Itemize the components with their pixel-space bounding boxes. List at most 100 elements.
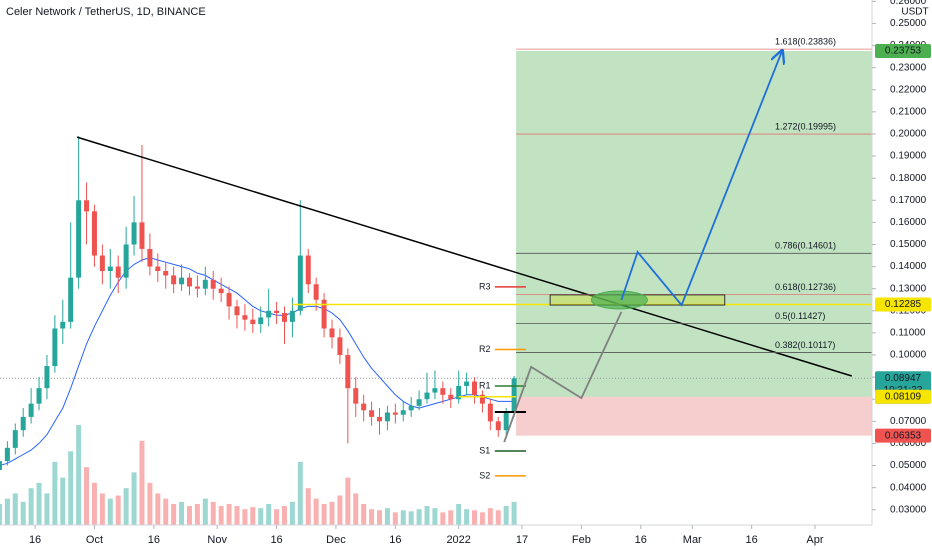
volume-bar (432, 508, 438, 525)
price-badge-label: 0.23753 (885, 46, 922, 57)
y-tick-label: 0.21000 (890, 106, 927, 117)
volume-bar (171, 503, 177, 525)
y-tick-label: 0.26000 (890, 0, 927, 7)
volume-bar (369, 509, 375, 525)
candle-body (155, 266, 161, 272)
volume-bar (76, 425, 82, 525)
fib-label: 0.5(0.11427) (775, 311, 825, 321)
volume-bar (20, 501, 26, 525)
x-tick-label: Apr (806, 534, 823, 546)
volume-bar (115, 495, 121, 525)
candle-body (313, 284, 319, 300)
price-badge-label: 0.08109 (885, 391, 922, 402)
candle-body (131, 222, 137, 245)
volume-bar (163, 498, 169, 525)
price-badge (875, 297, 931, 312)
candle-body (194, 286, 200, 289)
x-tick-label: 16 (389, 534, 401, 546)
candle-body (60, 321, 66, 329)
candle-body (266, 310, 272, 318)
price-badge (875, 43, 931, 58)
x-tick-label: Nov (207, 534, 227, 546)
candle-body (99, 255, 105, 272)
candle-body (202, 279, 208, 289)
fib-label: 0.786(0.14601) (775, 241, 836, 251)
volume-bar (131, 472, 137, 525)
candle-body (511, 378, 517, 413)
y-tick-label: 0.22000 (890, 84, 927, 95)
y-tick-label: 0.03000 (890, 504, 927, 515)
candle-body (171, 275, 177, 285)
volume-bar (44, 493, 50, 525)
candle-body (487, 403, 493, 422)
volume-bar (179, 501, 185, 525)
y-tick-label: 0.04000 (890, 482, 927, 493)
y-tick-label: 0.18000 (890, 173, 927, 184)
candle-body (234, 306, 240, 316)
candle-body (503, 412, 509, 431)
candle-body (218, 288, 224, 294)
price-badge-label: 0.12285 (885, 299, 922, 310)
moving-average (0, 257, 515, 466)
candle-body (52, 328, 58, 367)
volume-bar (329, 501, 335, 525)
pivot-label: R1 (479, 380, 491, 390)
plot-area: 1.618(0.23836) 1.272(0.19995) 0.786(0.1460… (0, 37, 872, 525)
volume-bar (99, 493, 105, 525)
y-tick-label: 0.25000 (890, 18, 927, 29)
volume-bar (91, 482, 97, 525)
volume-bar (384, 508, 390, 525)
candle-body (84, 200, 90, 212)
fib-label: 1.272(0.19995) (775, 121, 836, 131)
volume-bar (361, 503, 367, 525)
volume-bar (424, 506, 430, 525)
volume-bar (321, 503, 327, 525)
volume-bar (28, 488, 34, 525)
volume-bar (226, 503, 232, 525)
candle-body (250, 319, 256, 325)
volume-bar (392, 512, 398, 525)
candle-body (472, 381, 478, 395)
y-tick-label: 0.06000 (890, 438, 927, 449)
trendline (76, 136, 853, 377)
y-tick-label: 0.10000 (890, 350, 927, 361)
y-tick-label: 0.05000 (890, 460, 927, 471)
candle-body (91, 211, 97, 256)
x-tick-label: 16 (148, 534, 160, 546)
volume-bar (36, 482, 42, 525)
candle-body (4, 447, 10, 462)
volume-bar (448, 510, 454, 525)
volume-bar (139, 440, 145, 525)
volume-bar (305, 488, 311, 525)
candle-body (115, 266, 121, 278)
candle-body (139, 222, 145, 249)
y-tick-label: 0.13000 (890, 283, 927, 294)
volume-bar (258, 508, 264, 525)
y-tick-label: 0.11000 (890, 328, 926, 339)
candle-body (76, 200, 82, 278)
candle-body (440, 388, 446, 395)
x-tick-label: 17 (516, 534, 528, 546)
breakout-ellipse (590, 290, 648, 310)
chart-title: Celer Network / TetherUS, 1D, BINANCE (6, 6, 206, 18)
candle-body (44, 366, 50, 389)
volume-bar (123, 488, 129, 525)
candle-body (337, 337, 343, 356)
y-tick-label: 0.07000 (890, 416, 927, 427)
volume-bar (250, 507, 256, 525)
candle-body (416, 399, 422, 406)
candle-body (163, 271, 169, 276)
volume-bar (377, 510, 383, 525)
volume-bar (60, 477, 66, 525)
candle-body (68, 277, 74, 322)
volume-bar (297, 461, 303, 525)
candle-body (369, 410, 375, 417)
candle-body (107, 266, 113, 272)
volume-bar (107, 498, 113, 525)
volume-bar (464, 509, 470, 525)
candle-body (329, 328, 335, 338)
volume-bar (456, 503, 462, 525)
candle-body (495, 421, 501, 431)
candle-body (20, 416, 26, 431)
